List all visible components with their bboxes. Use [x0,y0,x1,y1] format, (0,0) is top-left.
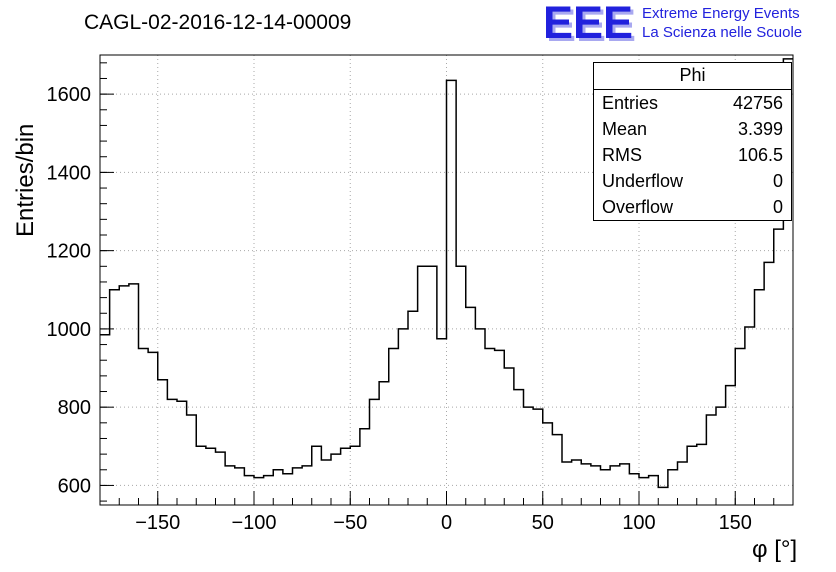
histogram-line [100,58,793,489]
eee-logo-line2: La Scienza nelle Scuole [642,24,803,41]
x-axis-label: φ [°] [752,536,798,563]
stats-value: 3.399 [737,119,783,139]
eee-logo: EEE Extreme Energy Events La Scienza nel… [543,0,802,48]
stats-label: RMS [602,145,642,165]
stats-value: 0 [772,171,783,191]
chart-title: CAGL-02-2016-12-14-00009 [84,11,352,34]
y-tick-label: 1400 [47,162,92,184]
y-tick-label: 1000 [47,319,92,341]
x-tick-label: 50 [532,512,554,534]
eee-logo-text: Extreme Energy Events La Scienza nelle S… [642,4,802,42]
x-tick-label: 150 [719,512,752,534]
eee-logo-acronym: EEE [543,0,634,48]
stats-row: Entries 42756 [594,90,791,116]
x-tick-label: −50 [333,512,367,534]
stats-row: Underflow 0 [594,168,791,194]
x-tick-label: −150 [135,512,180,534]
y-tick-label: 1600 [47,84,92,106]
stats-row: RMS 106.5 [594,142,791,168]
x-tick-label: −100 [231,512,276,534]
y-tick-label: 800 [58,397,91,419]
stats-value: 42756 [732,93,783,113]
stats-value: 0 [772,197,783,217]
stats-label: Underflow [602,171,684,191]
y-tick-label: 600 [58,475,91,497]
stats-value: 106.5 [737,145,783,165]
y-axis-label: Entries/bin [12,123,39,237]
stats-label: Overflow [602,197,674,217]
stats-row: Mean 3.399 [594,116,791,142]
stats-row: Overflow 0 [594,194,791,220]
stats-label: Entries [602,93,659,113]
x-tick-label: 100 [622,512,655,534]
eee-logo-line1: Extreme Energy Events [642,5,800,22]
stats-box-title: Phi [594,63,791,90]
stats-box: Phi Entries 42756 Mean 3.399 RMS 106.5 U… [593,62,792,221]
stats-label: Mean [602,119,648,139]
x-tick-label: 0 [441,512,452,534]
y-tick-label: 1200 [47,241,92,263]
